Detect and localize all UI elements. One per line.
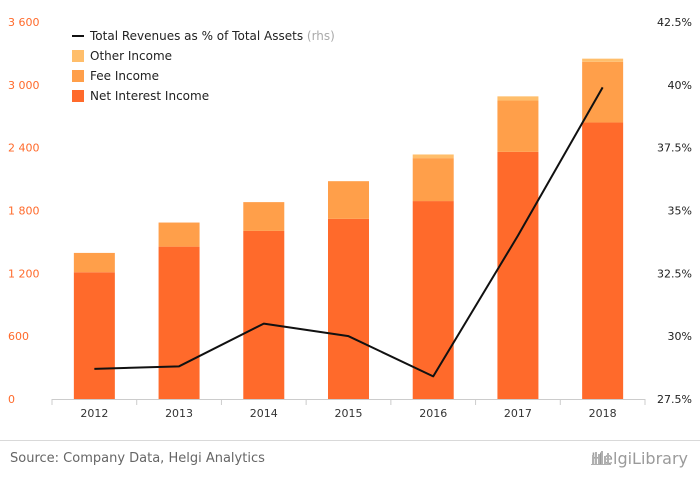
left-axis-tick-label: 3 600 bbox=[8, 16, 40, 29]
x-axis-tick-label: 2012 bbox=[80, 407, 108, 420]
x-axis-tick-label: 2017 bbox=[504, 407, 532, 420]
left-axis-tick-label: 1 200 bbox=[8, 267, 40, 280]
x-axis-tick-label: 2014 bbox=[250, 407, 278, 420]
footer: Source: Company Data, Helgi Analytics He… bbox=[0, 440, 700, 483]
x-axis-tick-label: 2016 bbox=[419, 407, 447, 420]
bar-net-interest-income bbox=[582, 122, 624, 400]
bar-fee-income bbox=[497, 100, 539, 152]
x-axis-tick-label: 2018 bbox=[589, 407, 617, 420]
footer-divider bbox=[0, 440, 700, 441]
left-axis-tick-label: 3 000 bbox=[8, 79, 40, 92]
bar-net-interest-income bbox=[158, 246, 200, 399]
right-axis-tick-label: 37.5% bbox=[657, 142, 692, 155]
bar-other-income bbox=[582, 58, 624, 62]
legend-swatch-net-interest-income bbox=[72, 90, 84, 102]
right-axis-tick-label: 30% bbox=[668, 330, 692, 343]
left-axis-tick-label: 600 bbox=[8, 330, 29, 343]
bar-fee-income bbox=[158, 222, 200, 247]
bar-net-interest-income bbox=[328, 218, 369, 399]
x-axis-tick-label: 2013 bbox=[165, 407, 193, 420]
left-axis-tick-label: 0 bbox=[8, 393, 15, 406]
bar-net-interest-income bbox=[497, 151, 539, 399]
legend-swatch-fee-income bbox=[72, 70, 84, 82]
revenue-chart: 0 600 1 200 1 800 2 400 3 000 3 600 27.5% 30% 32.… bbox=[8, 16, 692, 420]
bar-net-interest-income bbox=[73, 272, 115, 399]
left-axis-tick-label: 1 800 bbox=[8, 205, 40, 218]
right-axis-tick-label: 42.5% bbox=[657, 16, 692, 29]
library-icon bbox=[591, 451, 612, 465]
bar-net-interest-income bbox=[243, 230, 285, 399]
legend-label-total-revenues: Total Revenues as % of Total Assets (rhs… bbox=[89, 29, 335, 43]
legend-rhs-note: (rhs) bbox=[307, 29, 335, 43]
legend-label-fee-income: Fee Income bbox=[90, 69, 159, 83]
line-total-revenues-pct-assets bbox=[94, 86, 604, 378]
right-axis-tick-label: 40% bbox=[668, 79, 692, 92]
legend-label-other-income: Other Income bbox=[90, 49, 172, 63]
bar-fee-income bbox=[243, 202, 285, 231]
right-axis-tick-label: 27.5% bbox=[657, 393, 692, 406]
left-axis-tick-label: 2 400 bbox=[8, 142, 40, 155]
bar-fee-income bbox=[328, 181, 369, 219]
legend-label-net-interest-income: Net Interest Income bbox=[90, 89, 209, 103]
legend-swatch-other-income bbox=[72, 50, 84, 62]
bar-other-income bbox=[497, 96, 539, 101]
source-note: Source: Company Data, Helgi Analytics bbox=[10, 451, 265, 466]
x-axis-tick-label: 2015 bbox=[335, 407, 363, 420]
bar-fee-income bbox=[73, 252, 115, 273]
right-axis-tick-label: 35% bbox=[668, 205, 692, 218]
brand-name: HelgiLibrary bbox=[591, 449, 688, 468]
bar-other-income bbox=[412, 154, 454, 159]
right-axis-tick-label: 32.5% bbox=[657, 267, 692, 280]
bar-net-interest-income bbox=[412, 201, 454, 399]
bar-fee-income bbox=[412, 158, 454, 202]
brand-logo: HelgiLibrary bbox=[591, 449, 688, 468]
